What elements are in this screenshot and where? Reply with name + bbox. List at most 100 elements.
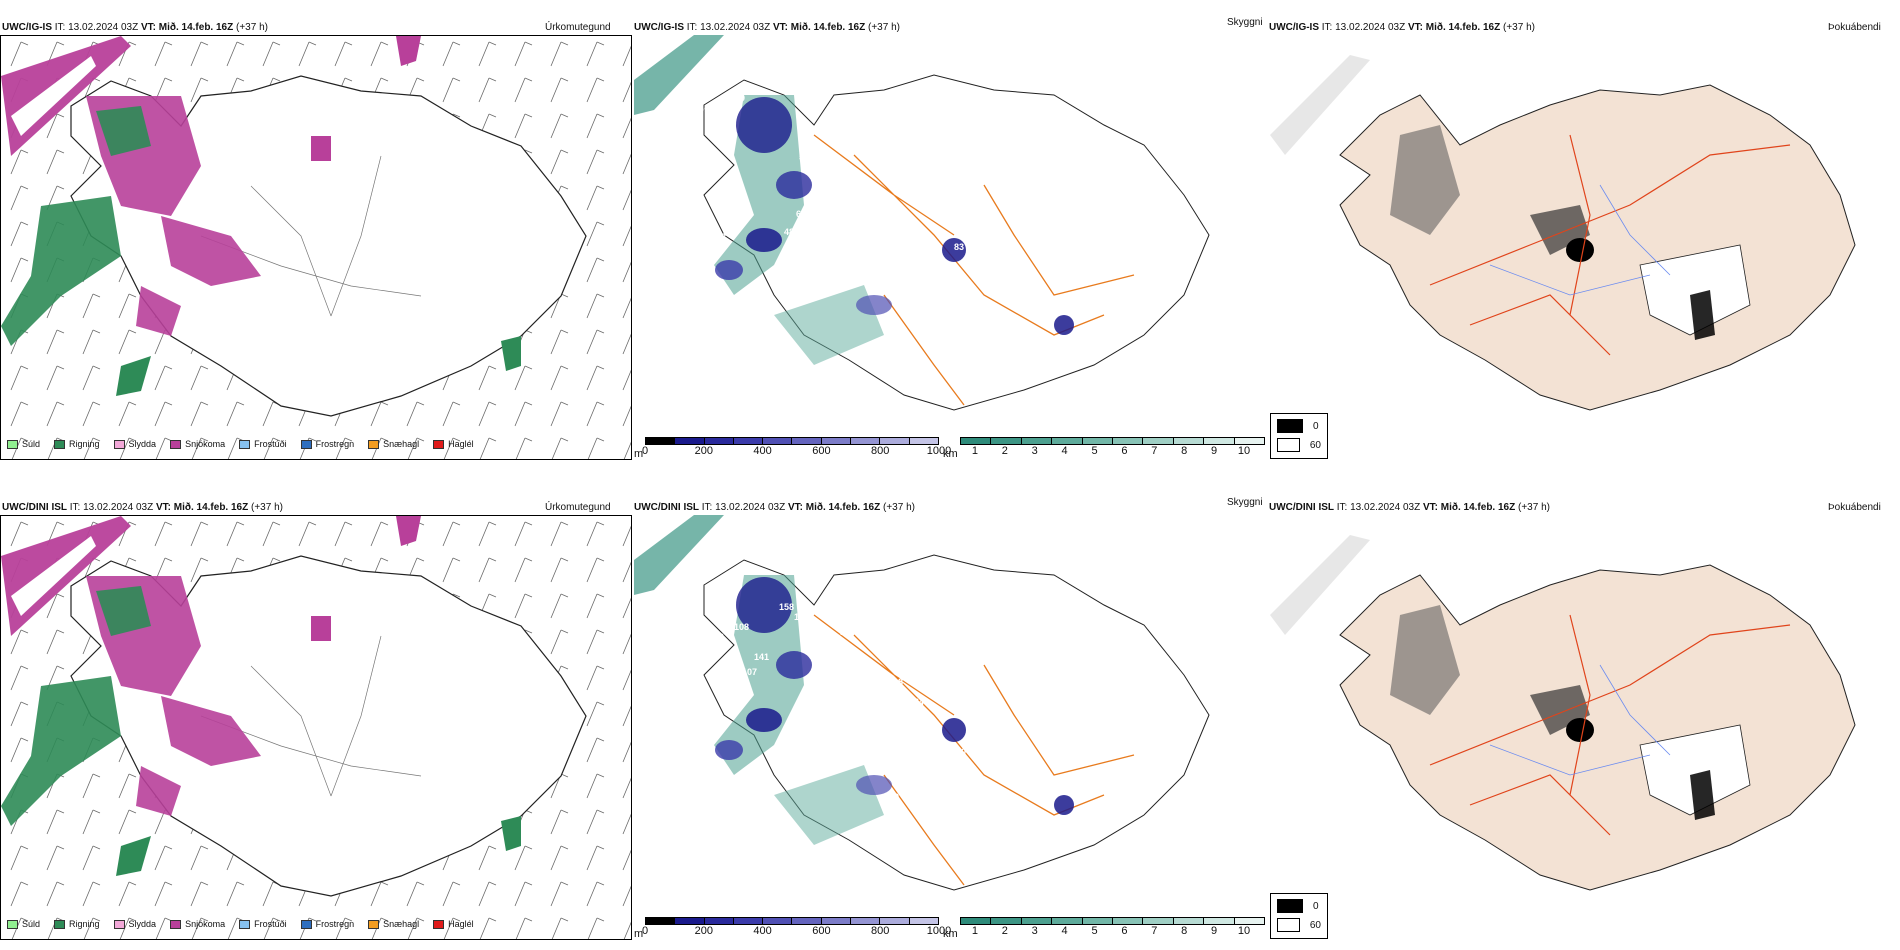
legend-label: Snæhagl (383, 439, 420, 449)
cloud-base-value: 70 (810, 607, 820, 617)
colorbar-tick: 800 (871, 445, 890, 457)
cloud-base-value: 164 (909, 697, 924, 707)
colorbar-cell (1143, 918, 1174, 924)
cloud-base-value: 233 (824, 682, 839, 692)
colorbar-tick: 8 (1181, 925, 1188, 937)
colorbar-cell (851, 438, 881, 444)
lead-time: (+37 h) (1518, 502, 1550, 513)
colorbar-tick: 1 (971, 445, 978, 457)
header-fog: UWC/DINI ISL IT: 13.02.2024 03Z VT: Mið.… (1269, 502, 1550, 513)
fog-legend-item: 60 (1277, 438, 1321, 452)
legend-label: Snjókoma (185, 919, 226, 929)
model-name: UWC/IG-IS (2, 22, 52, 33)
iceland-outline (1339, 564, 1856, 891)
forecast-row-dini-isl: UWC/DINI ISL IT: 13.02.2024 03Z VT: Mið.… (0, 480, 1900, 950)
legend-swatch (239, 919, 251, 929)
legend-label: Slydda (128, 919, 157, 929)
model-name: UWC/IG-IS (634, 22, 684, 33)
cloud-base-value: 141 (754, 652, 769, 662)
colorbar-cell (1173, 918, 1205, 924)
precip-areas (1, 516, 521, 876)
init-time: IT: 13.02.2024 03Z (1336, 502, 1421, 513)
cloud-base-value: 121 (794, 612, 809, 622)
colorbar-tick: 7 (1151, 925, 1158, 937)
valid-time-label: VT: (772, 22, 788, 33)
legend-swatch (7, 439, 18, 449)
colorbar-cell (1113, 438, 1144, 444)
cloud-base-value: 69 (812, 88, 822, 98)
init-time: IT: 13.02.2024 03Z (1321, 22, 1406, 33)
valid-time: Mið. 14.feb. 16Z (790, 22, 866, 33)
model-name: UWC/DINI ISL (2, 502, 67, 513)
cloud-base-value: 21 (844, 222, 854, 232)
legend-swatch (170, 439, 182, 449)
cloud-base-value: 515 (964, 677, 979, 687)
precip-legend-item: Snæhagl (368, 919, 419, 929)
colorbar-tick: 400 (753, 925, 772, 937)
colorbar-cell (961, 438, 992, 444)
cloud-base-value: 48 (784, 227, 794, 237)
model-name: UWC/DINI ISL (634, 502, 699, 513)
precip-legend-item: Frostregn (300, 919, 354, 929)
cloud-base-colorbar: 0 200 400 600 800 1000 (642, 437, 951, 457)
legend-label: Slydda (128, 439, 157, 449)
visibility-colorbar: 1 2 3 4 5 6 7 8 9 10 (960, 917, 1265, 937)
colorbar-cell (1143, 438, 1174, 444)
cloud-base-areas (715, 577, 1074, 815)
fog-legend-item: 60 (1277, 918, 1321, 932)
colorbar-cell (704, 438, 734, 444)
legend-label: Frostúði (254, 439, 287, 449)
precip-map (1, 516, 631, 939)
cloud-base-value: 158 (779, 602, 794, 612)
cloud-base-value: 445 (934, 667, 949, 677)
model-name: UWC/DINI ISL (1269, 502, 1334, 513)
title-visibility: Skyggni (1227, 497, 1263, 508)
cloud-base-value: 70 (956, 747, 966, 757)
colorbar-cell (880, 918, 910, 924)
header-precip: UWC/DINI ISL IT: 13.02.2024 03Z VT: Mið.… (2, 502, 283, 513)
colorbar-cell (991, 438, 1022, 444)
fog-label: 60 (1309, 439, 1321, 451)
colorbar-cell (991, 918, 1022, 924)
colorbar-tick: 7 (1151, 445, 1158, 457)
colorbar-tick: 3 (1031, 925, 1038, 937)
cloud-base-value: 135 (810, 155, 825, 165)
colorbar-cell (821, 438, 852, 444)
legend-label: Rigning (69, 919, 100, 929)
legend-label: Frostregn (315, 439, 355, 449)
valid-time: Mið. 14.feb. 16Z (173, 502, 249, 513)
legend-label: Haglél (448, 919, 474, 929)
colorbar-cell (733, 438, 764, 444)
colorbar-cell (763, 918, 793, 924)
colorbar-tick: 800 (871, 925, 890, 937)
colorbar-cell (1204, 918, 1235, 924)
fog-legend-item: 0 (1277, 899, 1321, 913)
iceland-outline (1339, 84, 1856, 411)
vis-bar-unit: km (943, 448, 958, 460)
cloud-base-value: 160 (730, 93, 745, 103)
legend-swatch (433, 919, 445, 929)
cloud-base-value: 13 (716, 232, 726, 242)
legend-swatch (54, 919, 66, 929)
cloud-base-value: 58 (799, 152, 809, 162)
legend-swatch (113, 439, 125, 449)
title-precip-type: Úrkomutegund (545, 502, 611, 513)
colorbar-cell (1113, 918, 1144, 924)
precip-areas (1, 36, 521, 396)
cloud-base-colorbar: 0 200 400 600 800 1000 (642, 917, 951, 937)
lead-time: (+37 h) (251, 502, 283, 513)
precip-map (1, 36, 631, 459)
header-precip: UWC/IG-IS IT: 13.02.2024 03Z VT: Mið. 14… (2, 22, 268, 33)
cloud-base-labels: 109 160 58 135 162 45 69 144 62 21 48 13 24 180 207 83 1… (694, 86, 1079, 312)
colorbar-tick: 9 (1211, 445, 1218, 457)
colorbar-tick: 5 (1091, 445, 1098, 457)
precip-legend-item: Slydda (113, 919, 157, 929)
init-time: IT: 13.02.2024 03Z (701, 502, 786, 513)
fog-label: 0 (1313, 900, 1319, 912)
legend-swatch (433, 439, 445, 449)
cloud-base-value: 108 (734, 622, 749, 632)
colorbar-cell (733, 918, 764, 924)
lead-time: (+37 h) (868, 22, 900, 33)
cloud-base-value: 109 (694, 105, 709, 115)
colorbar-cell (1021, 918, 1053, 924)
